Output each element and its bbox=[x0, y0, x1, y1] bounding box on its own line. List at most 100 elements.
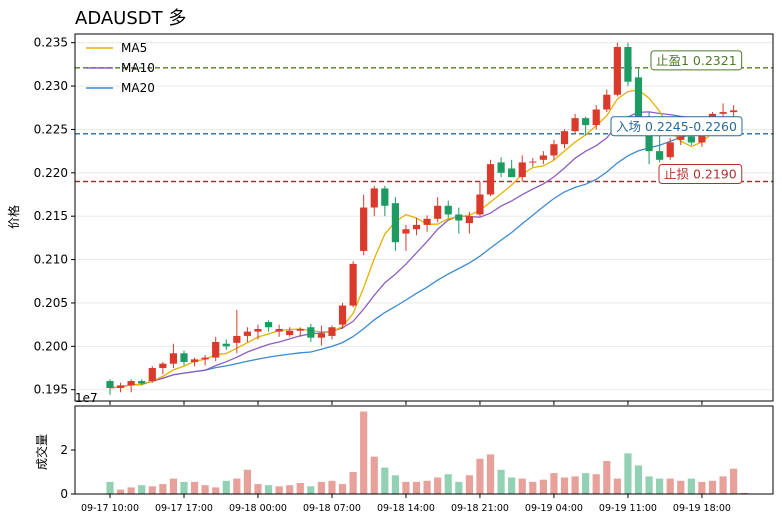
x-tick-label: 09-17 17:00 bbox=[155, 503, 213, 514]
candle-body bbox=[127, 381, 135, 386]
price-tick-label: 0.210 bbox=[34, 253, 68, 267]
price-tick-label: 0.225 bbox=[34, 122, 68, 136]
volume-bar bbox=[391, 475, 399, 494]
candle-body bbox=[592, 109, 600, 126]
volume-bar bbox=[360, 411, 368, 494]
candle-body bbox=[730, 110, 738, 113]
volume-bar bbox=[465, 475, 473, 494]
x-tick-label: 09-17 10:00 bbox=[81, 503, 139, 514]
entry-label-box bbox=[610, 116, 743, 137]
candle-body bbox=[159, 363, 167, 369]
candle-body bbox=[550, 144, 558, 156]
x-tick-label: 09-18 00:00 bbox=[229, 503, 287, 514]
volume-axis-label: 成交量 bbox=[34, 434, 49, 470]
candle-body bbox=[233, 335, 241, 343]
candle-body bbox=[254, 328, 262, 332]
volume-bar bbox=[338, 484, 347, 494]
volume-bar bbox=[370, 456, 378, 494]
candle-body bbox=[518, 162, 526, 178]
volume-bar bbox=[254, 484, 262, 494]
volume-bar bbox=[243, 469, 252, 494]
volume-bar bbox=[138, 485, 146, 494]
price-tick-label: 0.215 bbox=[34, 209, 68, 223]
candle-body bbox=[497, 162, 505, 173]
volume-bar bbox=[677, 480, 685, 494]
candle-body bbox=[465, 216, 473, 224]
volume-bar bbox=[486, 454, 495, 494]
candle-body bbox=[381, 188, 389, 206]
volume-bar bbox=[560, 477, 569, 494]
volume-bar bbox=[296, 483, 304, 494]
volume-bar bbox=[222, 480, 230, 494]
price-panel-frame bbox=[74, 33, 774, 402]
candle-body bbox=[624, 47, 632, 82]
candle-body bbox=[275, 328, 283, 332]
volume-bar bbox=[634, 465, 643, 494]
volume-bar bbox=[201, 485, 209, 494]
volume-bar bbox=[180, 481, 188, 494]
candle-body bbox=[677, 136, 685, 140]
volume-bar bbox=[508, 477, 516, 494]
volume-bar bbox=[116, 489, 125, 494]
x-tick-label: 09-19 18:00 bbox=[673, 503, 731, 514]
legend-ma10: MA10 bbox=[121, 61, 155, 75]
candle-body bbox=[106, 381, 114, 388]
price-tick-label: 0.200 bbox=[34, 339, 68, 353]
candle-body bbox=[423, 218, 431, 225]
candle-body bbox=[370, 188, 378, 208]
candle-body bbox=[286, 330, 294, 336]
volume-bar bbox=[719, 476, 727, 494]
volume-tick-label: 0 bbox=[60, 487, 68, 501]
candle-body bbox=[656, 151, 664, 160]
volume-bar bbox=[455, 481, 463, 494]
volume-bar bbox=[159, 484, 167, 494]
volume-bar bbox=[582, 473, 590, 494]
candle-body bbox=[296, 328, 304, 331]
volume-bar bbox=[328, 480, 336, 494]
volume-bar bbox=[412, 481, 421, 494]
entry-label: 入场 0.2245-0.2260 bbox=[616, 119, 737, 134]
volume-bar bbox=[169, 478, 178, 494]
volume-bar bbox=[624, 453, 632, 494]
candle-body bbox=[349, 263, 357, 306]
volume-bar bbox=[550, 473, 558, 494]
candle-body bbox=[508, 168, 516, 178]
candle-body bbox=[571, 118, 579, 132]
volume-bar bbox=[190, 481, 199, 494]
volume-bar bbox=[106, 481, 114, 494]
candle-body bbox=[634, 77, 643, 117]
stop-loss-label: 止损 0.2190 bbox=[664, 166, 737, 181]
candle-body bbox=[486, 164, 495, 195]
volume-offset-text: 1e7 bbox=[75, 391, 98, 405]
price-axis-label: 价格 bbox=[6, 205, 21, 229]
price-tick-label: 0.230 bbox=[34, 79, 68, 93]
level-lines bbox=[75, 67, 773, 183]
volume-bar bbox=[307, 486, 315, 494]
legend: MA5 MA10 MA20 bbox=[86, 41, 155, 95]
volume-bar bbox=[592, 474, 600, 494]
volume-bar bbox=[381, 467, 389, 494]
candle-body bbox=[360, 207, 368, 251]
take-profit-label-box bbox=[650, 50, 743, 71]
volume-bar bbox=[730, 468, 738, 494]
x-tick-label: 09-19 04:00 bbox=[525, 503, 583, 514]
volume-bar bbox=[444, 474, 452, 494]
candle-body bbox=[687, 136, 695, 143]
candle-body bbox=[560, 131, 569, 145]
volume-bar bbox=[687, 478, 695, 494]
volume-bar bbox=[402, 481, 410, 494]
candle-body bbox=[307, 327, 315, 338]
price-tick-label: 0.220 bbox=[34, 166, 68, 180]
candle-body bbox=[391, 203, 399, 243]
candle-body bbox=[243, 331, 252, 336]
candle-body bbox=[455, 214, 463, 221]
x-tick-label: 09-18 07:00 bbox=[303, 503, 361, 514]
x-tick-label: 09-18 14:00 bbox=[377, 503, 435, 514]
candle-body bbox=[603, 94, 611, 110]
volume-bar bbox=[740, 492, 748, 494]
price-y-axis: 0.195 0.200 0.205 0.210 0.215 0.220 0.225 0.230… bbox=[34, 36, 75, 397]
candle-body bbox=[529, 161, 537, 163]
candle-body bbox=[317, 333, 325, 338]
candle-body bbox=[613, 47, 621, 95]
candle-body bbox=[434, 205, 442, 219]
